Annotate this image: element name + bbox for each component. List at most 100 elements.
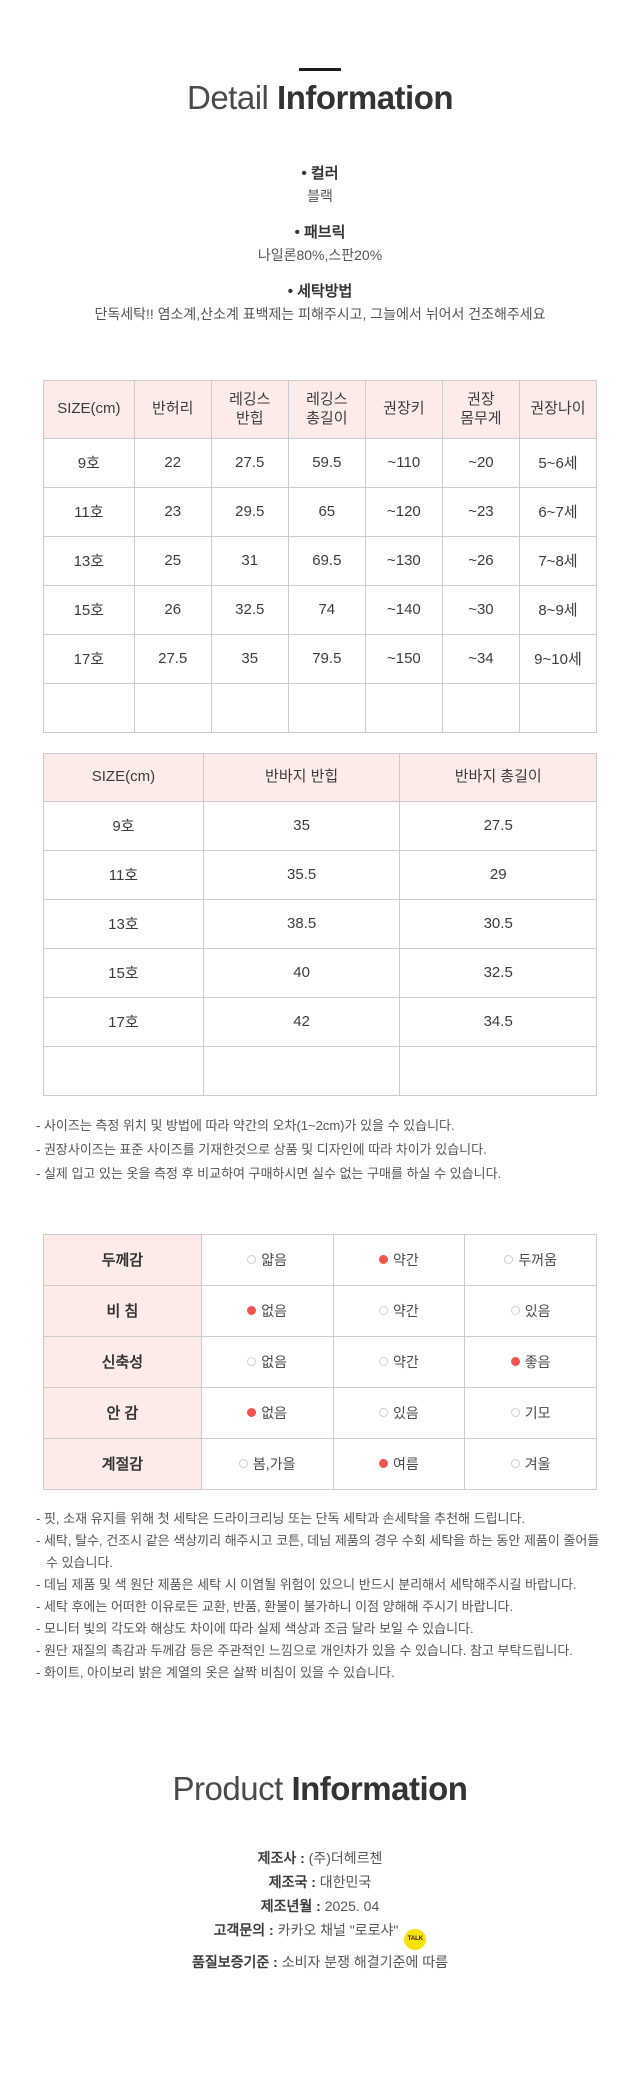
table-cell: 17호 [43,996,204,1047]
spec-option-label: 있음 [524,1302,551,1319]
product-information-title: Product Information [0,1769,640,1807]
product-info-label: 제조사 : [257,1850,309,1867]
table-cell: ~34 [441,633,520,684]
table-row [43,1045,597,1096]
detail-information-title: Detail Information [0,79,640,116]
table-row: 9호 22 27.5 59.5 ~110 ~20 5~6세 [43,437,598,488]
table-row: 11호 35.5 29 [43,849,597,900]
radio-unselected-icon [510,1305,520,1315]
product-info-value: 대한민국 [319,1874,372,1891]
note-line: - 원단 재질의 촉감과 두께감 등은 주관적인 느낌으로 개인차가 있을 수 … [36,1642,573,1658]
table-row: 17호 27.5 35 79.5 ~150 ~34 9~10세 [43,633,598,684]
table-cell: 35 [202,800,401,851]
table-cell: 8~9세 [518,584,598,635]
table-cell: 79.5 [287,633,366,684]
radio-unselected-icon [238,1458,248,1468]
table-cell: 27.5 [133,633,212,684]
table-cell: ~120 [364,486,443,537]
table-cell: 17호 [43,633,135,684]
table-cell: 27.5 [399,800,597,851]
product-information-header: Product Information [0,1769,640,1807]
title-light-part: Detail [186,79,269,116]
spec-row: 두께감 얇음 약간 두꺼움 [43,1233,597,1286]
table-row [43,682,598,733]
title-bold-part: Information [277,79,454,116]
product-info-line: 제조국 : 대한민국 [0,1870,640,1894]
table-cell: 42 [202,996,401,1047]
table-cell: 5~6세 [518,437,598,488]
table-cell: 13호 [43,535,135,586]
product-info-label: 제조국 : [268,1874,320,1891]
table-cell [43,1045,204,1096]
table-cell: ~26 [441,535,520,586]
table-cell: 40 [202,947,401,998]
note-line: - 데님 제품 및 색 원단 제품은 세탁 시 이염될 위험이 있으니 반드시 … [36,1576,577,1592]
table-cell: 25 [133,535,212,586]
spec-option-label: 없음 [261,1404,288,1421]
spec-option: 여름 [332,1437,466,1490]
spec-option-label: 기모 [524,1404,551,1421]
table-row: 9호 35 27.5 [43,800,597,851]
table-cell: 11호 [43,849,204,900]
title-light-part: Product [172,1769,284,1807]
table-cell: ~150 [364,633,443,684]
column-header: 반바지 반힙 [202,752,401,802]
column-header: SIZE(cm) [43,379,135,439]
table-cell: 9호 [43,437,135,488]
table-cell [518,682,598,733]
table-cell [43,682,135,733]
spec-row: 신축성 없음 약간 좋음 [43,1335,597,1388]
spec-label: 두께감 [43,1233,202,1286]
section-value: 단독세탁!! 염소계,산소계 표백제는 피해주시고, 그늘에서 뉘어서 건조해주… [94,305,546,322]
product-info-list: 제조사 : (주)더헤르첸 제조국 : 대한민국 제조년월 : 2025. 04 고객… [0,1846,640,1974]
table-cell: 13호 [43,898,204,949]
note-line: - 핏, 소재 유지를 위해 첫 세탁은 드라이크리닝 또는 단독 세탁과 손세… [36,1510,526,1526]
table-cell: 34.5 [399,996,597,1047]
radio-unselected-icon [504,1254,514,1264]
spec-label: 신축성 [43,1335,202,1388]
spec-option-label: 얇음 [261,1251,288,1268]
spec-row: 계절감 봄,가을 여름 겨울 [43,1437,597,1490]
note-line: - 화이트, 아이보리 밝은 계열의 옷은 살짝 비침이 있을 수 있습니다. [36,1664,395,1680]
table-row: 13호 38.5 30.5 [43,898,597,949]
product-info-value: 카카오 채널 "로로샤" [277,1922,399,1939]
table-cell: 35 [210,633,289,684]
table-cell [133,682,212,733]
table-row: 15호 26 32.5 74 ~140 ~30 8~9세 [43,584,598,635]
spec-label: 비 침 [43,1284,202,1337]
spec-option: 좋음 [464,1335,597,1388]
table-cell [441,682,520,733]
spec-option: 약간 [332,1284,466,1337]
table-cell: 32.5 [210,584,289,635]
note-line: - 사이즈는 측정 위치 및 방법에 따라 약간의 오차(1~2cm)가 있을 … [36,1117,455,1133]
spec-option: 기모 [464,1386,597,1439]
table-cell [210,682,289,733]
note-line: - 권장사이즈는 표준 사이즈를 기재한것으로 상품 및 디자인에 따라 차이가… [36,1141,487,1157]
radio-unselected-icon [510,1407,520,1417]
column-header: 레깅스 반힙 [210,379,289,439]
table-row: 15호 40 32.5 [43,947,597,998]
spec-option: 없음 [200,1386,334,1439]
table-cell: 59.5 [287,437,366,488]
shorts-size-table: SIZE(cm) 반바지 반힙 반바지 총길이 9호 35 27.5 11호 35.5 29 13… [43,752,597,1096]
product-info-line: 제조사 : (주)더헤르첸 [0,1846,640,1870]
spec-option-label: 약간 [393,1302,419,1319]
note-line: - 세탁, 탈수, 건조시 같은 색상끼리 해주시고 코튼, 데님 제품의 경우… [36,1532,600,1570]
product-info-line: 고객문의 : 카카오 채널 "로로샤" TALK [0,1918,640,1951]
radio-unselected-icon [379,1407,389,1417]
spec-option-label: 없음 [261,1353,288,1370]
column-header: 권장키 [364,379,443,439]
table-cell: 9~10세 [518,633,598,684]
table-cell: ~130 [364,535,443,586]
table-cell: 23 [133,486,212,537]
section-value: 나일론80%,스판20% [257,246,383,263]
table-cell: 15호 [43,584,135,635]
table-cell: 7~8세 [518,535,598,586]
spec-option-label: 봄,가을 [252,1455,296,1472]
table-cell: 11호 [43,486,135,537]
detail-sections: • 컬러 블랙 • 패브릭 나일론80%,스판20% • 세탁방법 단독세탁!! 염소계,… [0,162,640,326]
radio-unselected-icon [379,1305,389,1315]
detail-section: • 패브릭 나일론80%,스판20% [0,221,640,267]
spec-option-label: 겨울 [524,1455,551,1472]
radio-unselected-icon [510,1458,520,1468]
